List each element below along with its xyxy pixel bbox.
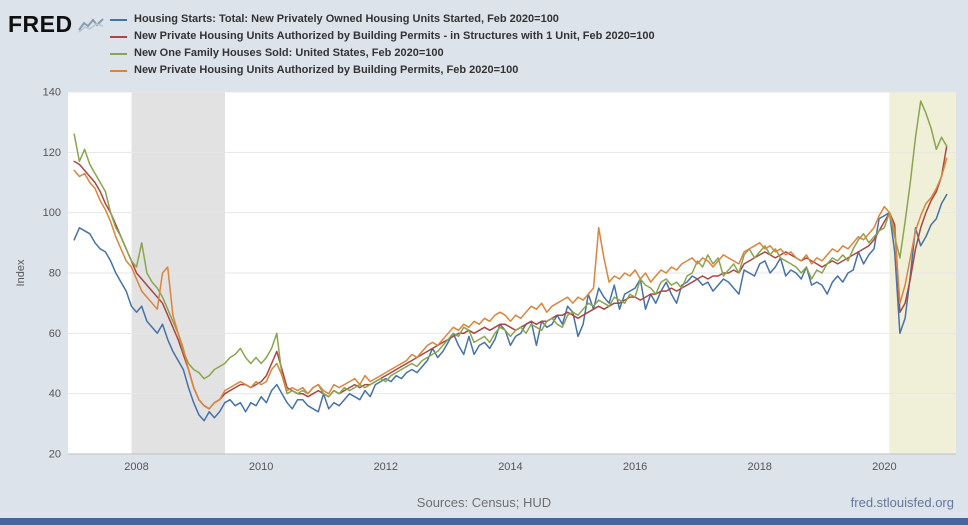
bottom-accent-bar [0,518,968,525]
y-tick-label: 100 [43,207,61,219]
line-chart[interactable]: 20 40 60 80 100 120 140 2008 2010 2012 2014 2016 201… [10,86,958,478]
x-tick-label: 2016 [623,461,647,473]
chart-area: 20 40 60 80 100 120 140 2008 2010 2012 2014 2016 201… [10,86,958,483]
legend-item-permits-1unit[interactable]: New Private Housing Units Authorized by … [110,30,655,43]
x-tick-label: 2010 [249,461,273,473]
legend-swatch [110,35,127,38]
fred-logo-text: FRED [8,11,73,37]
footer: Sources: Census; HUD fred.stlouisfed.org [0,495,968,511]
sources-link[interactable]: Sources: Census; HUD [416,495,552,510]
y-tick-label: 40 [49,388,61,400]
legend-item-permits-total[interactable]: New Private Housing Units Authorized by … [110,64,655,77]
legend-swatch [110,18,127,21]
series-line-3 [73,157,948,410]
y-tick-label: 60 [49,328,61,340]
legend-swatch [110,52,127,55]
fred-site-link[interactable]: fred.stlouisfed.org [850,495,954,510]
x-tick-label: 2012 [374,461,398,473]
y-tick-label: 80 [49,268,61,280]
fred-logo[interactable]: FRED [8,10,110,39]
y-tick-label: 120 [43,147,61,159]
series-line-2 [73,100,948,398]
x-tick-label: 2018 [747,461,771,473]
series-line-0 [73,193,948,422]
y-tick-label: 140 [43,87,61,99]
x-tick-label: 2014 [498,461,522,473]
header: FRED Housing Starts: Total: New Privatel… [0,0,968,77]
x-tick-label: 2020 [872,461,896,473]
legend-swatch [110,69,127,72]
y-tick-label: 20 [49,449,61,461]
legend: Housing Starts: Total: New Privately Own… [110,10,655,77]
legend-item-housing-starts[interactable]: Housing Starts: Total: New Privately Own… [110,13,655,26]
legend-label: New One Family Houses Sold: United State… [134,47,444,59]
legend-item-new-houses-sold[interactable]: New One Family Houses Sold: United State… [110,47,655,60]
fred-logo-chart-icon [77,12,104,39]
y-axis-title: Index [15,259,27,286]
legend-label: New Private Housing Units Authorized by … [134,64,519,76]
x-tick-label: 2008 [124,461,148,473]
legend-label: Housing Starts: Total: New Privately Own… [134,13,559,25]
legend-label: New Private Housing Units Authorized by … [134,30,655,42]
